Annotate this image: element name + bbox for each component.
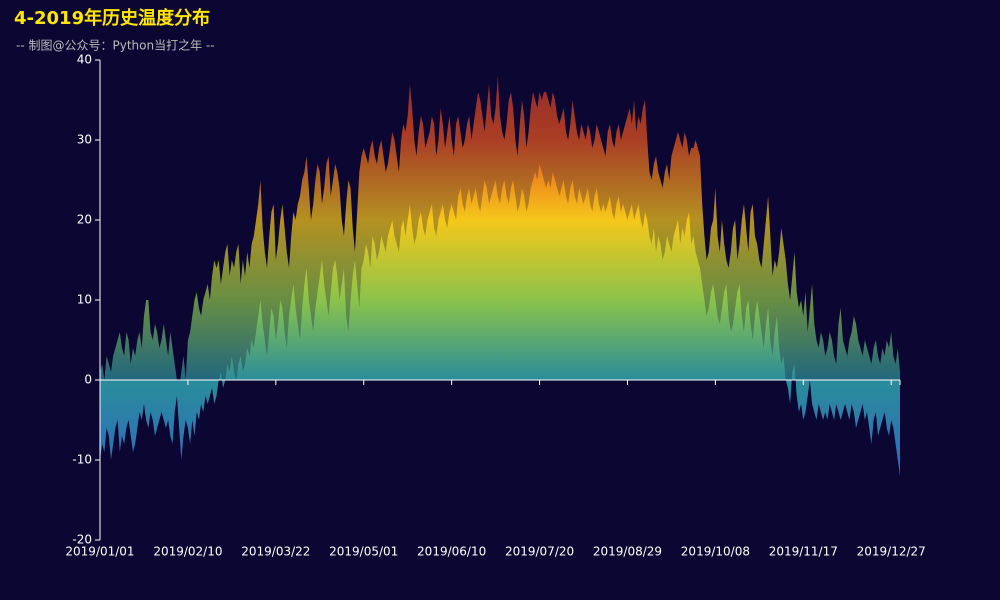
y-tick-label: 20 — [77, 213, 92, 227]
x-tick-label: 2019/05/01 — [329, 545, 398, 559]
chart-title: 4-2019年历史温度分布 — [14, 7, 210, 29]
y-tick-label: 30 — [77, 133, 92, 147]
x-tick-label: 2019/01/01 — [65, 545, 134, 559]
y-tick-label: 0 — [84, 373, 92, 387]
x-tick-label: 2019/08/29 — [593, 545, 662, 559]
x-tick-label: 2019/07/20 — [505, 545, 574, 559]
temperature-area — [100, 164, 900, 476]
x-tick-label: 2019/11/17 — [769, 545, 838, 559]
y-tick-label: 10 — [77, 293, 92, 307]
x-tick-label: 2019/03/22 — [241, 545, 310, 559]
chart-subtitle: -- 制图@公众号：Python当打之年 -- — [16, 39, 215, 53]
x-tick-label: 2019/10/08 — [681, 545, 750, 559]
x-tick-label: 2019/12/27 — [857, 545, 926, 559]
y-tick-label: 40 — [77, 53, 92, 67]
x-tick-label: 2019/06/10 — [417, 545, 486, 559]
y-tick-label: -10 — [72, 453, 92, 467]
x-tick-label: 2019/02/10 — [153, 545, 222, 559]
y-tick-label: -20 — [72, 533, 92, 547]
